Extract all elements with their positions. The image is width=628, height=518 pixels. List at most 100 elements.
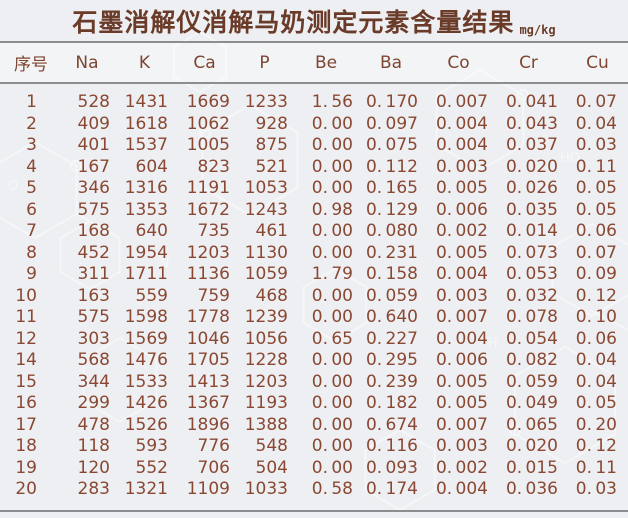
table-cell: 15 bbox=[15, 371, 37, 392]
table-cell: 0. 182 bbox=[365, 393, 418, 413]
table-cell: 0. 036 bbox=[505, 479, 558, 499]
table-cell: 1431 bbox=[124, 92, 168, 112]
table-cell: 1413 bbox=[186, 371, 230, 392]
table-row: 2 409 1618 1062 928 0. 00 0. 097 0. 004 0. 043 0.… bbox=[0, 114, 628, 136]
table-cell: 0. 04 bbox=[575, 371, 617, 392]
table-cell: 5 bbox=[26, 178, 37, 198]
table-row: 20 283 1321 1109 1033 0. 58 0. 174 0. 004 0. 036… bbox=[0, 479, 628, 511]
table-cell: 0. 674 bbox=[365, 414, 418, 435]
table-cell: 521 bbox=[255, 156, 288, 177]
table-row: 1 528 1431 1669 1233 1. 56 0. 170 0. 007 0. 041 0… bbox=[0, 83, 628, 114]
table-cell: 1062 bbox=[186, 113, 230, 134]
table-cell: 1353 bbox=[124, 199, 168, 220]
table-cell: 0. 00 bbox=[311, 350, 353, 370]
table-cell: 0. 170 bbox=[365, 92, 418, 112]
table-cell: 0. 116 bbox=[365, 436, 418, 456]
table-cell: 0. 20 bbox=[575, 414, 617, 435]
table-cell: 0. 014 bbox=[505, 221, 558, 241]
table-row: 4 167 604 823 521 0. 00 0. 112 0. 003 0. 020 0. 1… bbox=[0, 157, 628, 179]
table-row: 12 303 1569 1046 1056 0. 65 0. 227 0. 004 0. 054… bbox=[0, 329, 628, 351]
table-cell: 0. 065 bbox=[505, 414, 558, 435]
table-cell: 1672 bbox=[186, 199, 230, 220]
table-cell: 0. 12 bbox=[575, 285, 617, 306]
table-cell: 1243 bbox=[244, 199, 288, 220]
table-cell: 552 bbox=[135, 457, 168, 478]
table-cell: 0. 006 bbox=[435, 199, 488, 220]
table-cell: 0. 231 bbox=[365, 242, 418, 263]
table-cell: 0. 054 bbox=[505, 328, 558, 349]
column-header: Cr bbox=[519, 52, 538, 73]
table-cell: 0. 035 bbox=[505, 199, 558, 220]
table-cell: 1109 bbox=[186, 479, 230, 499]
table-cell: 0. 004 bbox=[435, 113, 488, 134]
table-cell: 19 bbox=[15, 457, 37, 478]
table-cell: 928 bbox=[255, 113, 288, 134]
column-header: Ba bbox=[379, 52, 403, 73]
table-cell: 0. 12 bbox=[575, 436, 617, 456]
table-cell: 875 bbox=[255, 135, 288, 155]
table-cell: 461 bbox=[255, 221, 288, 241]
table-cell: 9 bbox=[26, 264, 37, 284]
table-cell: 1239 bbox=[244, 307, 288, 327]
table-cell: 303 bbox=[77, 328, 110, 349]
table-cell: 0. 00 bbox=[311, 436, 353, 456]
table-cell: 468 bbox=[255, 285, 288, 306]
table-cell: 0. 093 bbox=[365, 457, 418, 478]
table-cell: 1316 bbox=[124, 178, 168, 198]
table-cell: 0. 05 bbox=[575, 199, 617, 220]
table-cell: 1618 bbox=[124, 113, 168, 134]
table-cell: 0. 10 bbox=[575, 307, 617, 327]
table-cell: 0. 007 bbox=[435, 307, 488, 327]
table-cell: 0. 00 bbox=[311, 156, 353, 177]
table-cell: 1669 bbox=[186, 92, 230, 112]
table-cell: 1533 bbox=[124, 371, 168, 392]
table-cell: 1033 bbox=[244, 479, 288, 499]
table-cell: 1059 bbox=[244, 264, 288, 284]
table-cell: 478 bbox=[77, 414, 110, 435]
table-cell: 0. 004 bbox=[435, 264, 488, 284]
table-cell: 118 bbox=[77, 436, 110, 456]
column-header: Ca bbox=[193, 52, 216, 73]
table-body: 1 528 1431 1669 1233 1. 56 0. 170 0. 007 0. 041 0… bbox=[0, 83, 628, 511]
table-cell: 0. 174 bbox=[365, 479, 418, 499]
table-cell: 17 bbox=[15, 414, 37, 435]
table-cell: 1598 bbox=[124, 307, 168, 327]
table-cell: 7 bbox=[26, 221, 37, 241]
table-cell: 0. 295 bbox=[365, 350, 418, 370]
table-cell: 528 bbox=[77, 92, 110, 112]
table-cell: 604 bbox=[135, 156, 168, 177]
table-cell: 4 bbox=[26, 156, 37, 177]
table-cell: 776 bbox=[197, 436, 230, 456]
column-header: Cu bbox=[586, 52, 609, 73]
table-cell: 120 bbox=[77, 457, 110, 478]
table-cell: 299 bbox=[77, 393, 110, 413]
table-cell: 0. 04 bbox=[575, 350, 617, 370]
table-cell: 11 bbox=[15, 307, 37, 327]
table-cell: 0. 082 bbox=[505, 350, 558, 370]
table-cell: 0. 165 bbox=[365, 178, 418, 198]
table-cell: 0. 007 bbox=[435, 92, 488, 112]
table-cell: 0. 020 bbox=[505, 156, 558, 177]
table-cell: 0. 080 bbox=[365, 221, 418, 241]
table-cell: 0. 00 bbox=[311, 393, 353, 413]
table-cell: 1896 bbox=[186, 414, 230, 435]
title-block: 石墨消解仪消解马奶测定元素含量结果 mg/kg bbox=[0, 6, 628, 40]
table-cell: 452 bbox=[77, 242, 110, 263]
table-cell: 1130 bbox=[244, 242, 288, 263]
table-cell: 0. 98 bbox=[311, 199, 353, 220]
table-cell: 0. 006 bbox=[435, 350, 488, 370]
table-cell: 0. 026 bbox=[505, 178, 558, 198]
column-header: P bbox=[259, 52, 270, 73]
table-cell: 0. 03 bbox=[575, 479, 617, 499]
table-cell: 0. 037 bbox=[505, 135, 558, 155]
table-cell: 0. 00 bbox=[311, 178, 353, 198]
table-cell: 1426 bbox=[124, 393, 168, 413]
table-row: 16 299 1426 1367 1193 0. 00 0. 182 0. 005 0. 049… bbox=[0, 393, 628, 415]
table-row: 3 401 1537 1005 875 0. 00 0. 075 0. 004 0. 037 0.… bbox=[0, 135, 628, 157]
table-cell: 0. 11 bbox=[575, 457, 617, 478]
table-cell: 0. 05 bbox=[575, 178, 617, 198]
table-cell: 1233 bbox=[244, 92, 288, 112]
table-cell: 8 bbox=[26, 242, 37, 263]
table-cell: 0. 059 bbox=[365, 285, 418, 306]
table-cell: 1. 56 bbox=[311, 92, 353, 112]
